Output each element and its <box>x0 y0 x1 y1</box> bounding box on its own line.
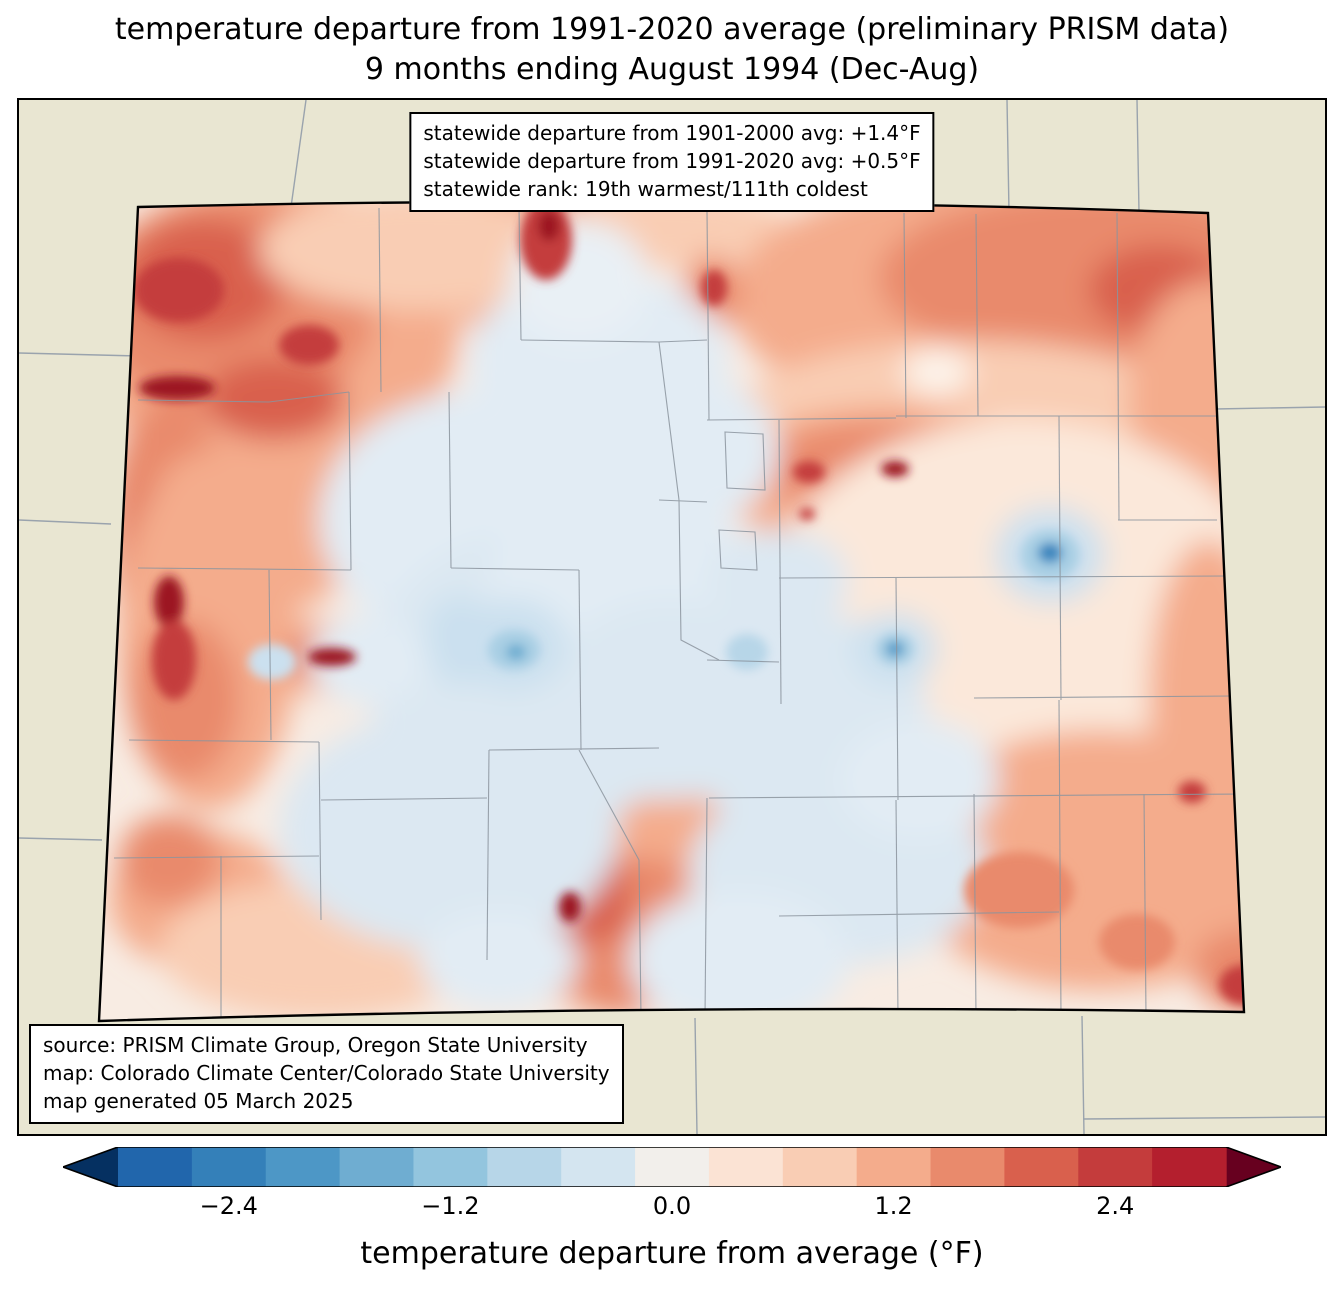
stats-line-1: statewide departure from 1901-2000 avg: … <box>423 121 921 145</box>
colorbar-label: temperature departure from average (°F) <box>360 1236 984 1271</box>
figure-title: temperature departure from 1991-2020 ave… <box>0 10 1344 89</box>
colorbar-tick-label: 2.4 <box>1096 1192 1135 1220</box>
colorbar-tick-label: −2.4 <box>199 1192 258 1220</box>
title-line-1: temperature departure from 1991-2020 ave… <box>114 12 1230 47</box>
stats-line-2: statewide departure from 1991-2020 avg: … <box>423 149 921 173</box>
source-line-3: map generated 05 March 2025 <box>43 1089 354 1113</box>
stats-box: statewide departure from 1901-2000 avg: … <box>409 112 935 212</box>
source-box: source: PRISM Climate Group, Oregon Stat… <box>29 1024 624 1124</box>
stats-line-3: statewide rank: 19th warmest/111th colde… <box>423 177 868 201</box>
colorbar-ticks: −2.4 −1.2 0.0 1.2 2.4 <box>63 1192 1281 1224</box>
title-line-2: 9 months ending August 1994 (Dec-Aug) <box>364 51 980 87</box>
temperature-field <box>99 201 1244 1021</box>
neighbor-state-lines <box>19 100 1325 1134</box>
map-frame: statewide departure from 1901-2000 avg: … <box>17 98 1327 1136</box>
colorbar-tick-label: 0.0 <box>652 1192 692 1220</box>
colorado-map <box>19 100 1325 1134</box>
source-line-2: map: Colorado Climate Center/Colorado St… <box>43 1061 610 1085</box>
colorbar-tick-label: 1.2 <box>874 1192 913 1220</box>
county-boundaries <box>113 207 1242 1021</box>
source-line-1: source: PRISM Climate Group, Oregon Stat… <box>43 1033 588 1057</box>
colorbar <box>63 1147 1281 1187</box>
colorbar-tick-label: −1.2 <box>421 1192 480 1220</box>
